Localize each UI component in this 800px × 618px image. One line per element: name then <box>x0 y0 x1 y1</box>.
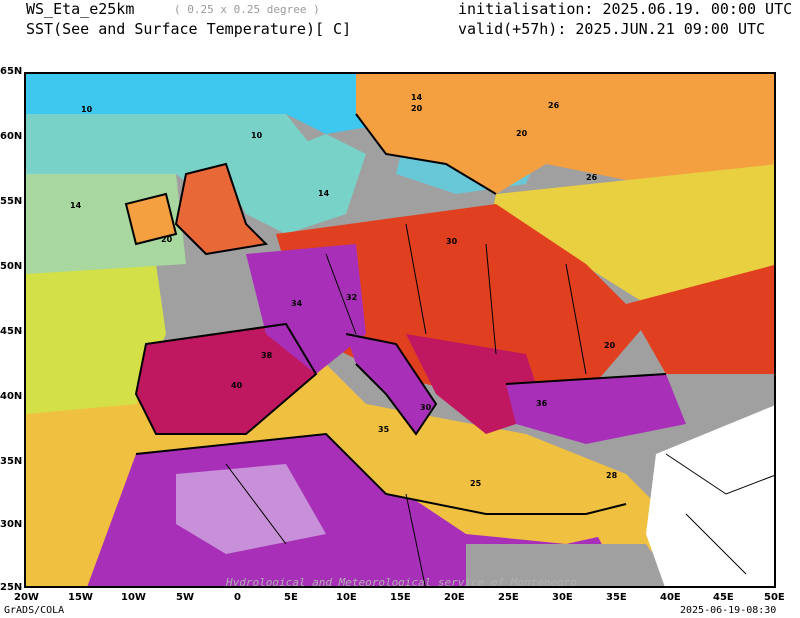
land-france <box>246 244 366 374</box>
lon-label: 40E <box>660 592 681 603</box>
lon-label: 20W <box>14 592 39 603</box>
land-iberia <box>136 324 316 434</box>
contour-label: 14 <box>318 189 330 198</box>
coastlines <box>124 113 667 515</box>
lat-label: 50N <box>0 261 23 272</box>
land-uk <box>176 164 266 254</box>
resolution-note: ( 0.25 x 0.25 degree ) <box>174 3 320 16</box>
lon-label: 5E <box>284 592 298 603</box>
lat-label: 45N <box>0 326 23 337</box>
lon-label: 30E <box>552 592 573 603</box>
footer-software: GrADS/COLA <box>4 605 65 616</box>
sst-map: 10 10 14 14 20 20 26 20 14 26 30 32 34 3… <box>24 72 776 588</box>
contour-label: 30 <box>420 403 432 412</box>
borders <box>225 223 774 586</box>
land-scandinavia <box>356 74 774 194</box>
lat-label: 40N <box>0 391 23 402</box>
contour-label: 25 <box>470 479 482 488</box>
contour-label: 34 <box>291 299 303 308</box>
lon-label: 5W <box>176 592 194 603</box>
sea-band-warm <box>26 264 166 414</box>
init-time: initialisation: 2025.06.19. 00:00 UTC <box>458 0 793 18</box>
contour-label: 14 <box>411 93 423 102</box>
contour-label: 26 <box>586 173 598 182</box>
valid-time: valid(+57h): 2025.JUN.21 09:00 UTC <box>458 20 766 38</box>
lon-label: 20E <box>444 592 465 603</box>
contour-label: 14 <box>70 201 82 210</box>
contour-label-group: 10 10 14 14 20 20 26 20 14 26 30 32 34 3… <box>70 93 618 488</box>
contour-label: 38 <box>261 351 273 360</box>
lat-label: 55N <box>0 196 23 207</box>
field-title: SST(See and Surface Temperature)[ C] <box>26 20 352 38</box>
contour-label: 10 <box>81 105 93 114</box>
land-ireland <box>126 194 176 244</box>
contour-label: 10 <box>251 131 263 140</box>
contour-label: 20 <box>161 235 173 244</box>
contour-label: 20 <box>604 341 616 350</box>
lon-label: 35E <box>606 592 627 603</box>
land-middle-east <box>646 405 774 586</box>
watermark: Hydrological and Meteorological service … <box>225 576 577 588</box>
lat-label: 25N <box>0 582 23 593</box>
model-name: WS_Eta_e25km <box>26 0 135 18</box>
land-turkey <box>506 374 686 444</box>
lat-label: 30N <box>0 519 23 530</box>
lat-label: 35N <box>0 456 23 467</box>
lat-label: 65N <box>0 66 23 77</box>
lon-label: 0 <box>234 592 241 603</box>
contour-label: 28 <box>606 471 618 480</box>
land-eastmed-nodata <box>466 544 674 586</box>
lon-label: 50E <box>764 592 785 603</box>
lon-label: 15E <box>390 592 411 603</box>
lon-label: 45E <box>713 592 734 603</box>
land-east-hot <box>626 265 774 374</box>
contour-label: 32 <box>346 293 357 302</box>
land-libya-egypt <box>406 474 656 544</box>
land-italy <box>346 334 436 434</box>
contour-label: 40 <box>231 381 243 390</box>
footer-timestamp: 2025-06-19-08:30 <box>680 605 777 616</box>
lon-label: 15W <box>68 592 93 603</box>
contour-label: 30 <box>446 237 458 246</box>
land-east <box>486 164 774 314</box>
lon-label: 10W <box>121 592 146 603</box>
land-africa-peak <box>176 464 326 554</box>
contour-label: 35 <box>378 425 390 434</box>
contour-label: 20 <box>516 129 528 138</box>
lat-label: 60N <box>0 131 23 142</box>
contour-label: 26 <box>548 101 560 110</box>
lon-label: 10E <box>336 592 357 603</box>
lon-label: 25E <box>498 592 519 603</box>
contour-label: 36 <box>536 399 548 408</box>
map-svg: 10 10 14 14 20 20 26 20 14 26 30 32 34 3… <box>26 74 774 588</box>
land-balkans <box>406 334 546 434</box>
north-sea <box>226 134 366 234</box>
contour-label: 20 <box>411 104 423 113</box>
